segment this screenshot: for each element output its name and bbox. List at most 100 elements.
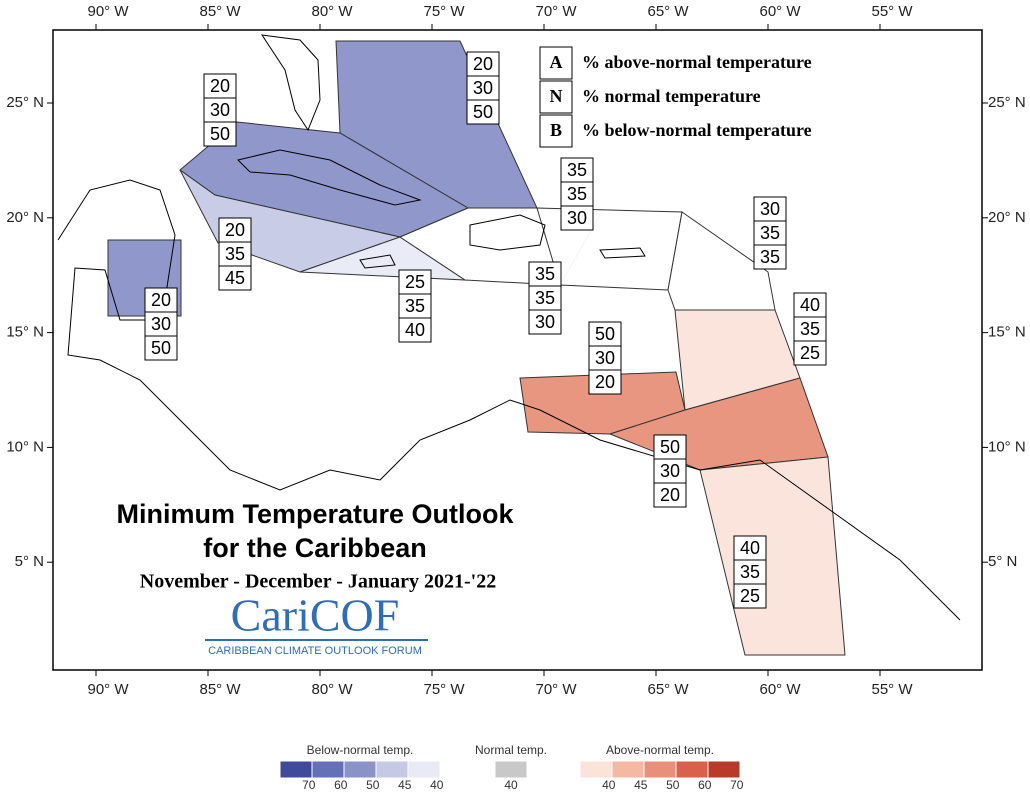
prob-value: 35	[567, 160, 587, 180]
prob-value: 35	[535, 264, 555, 284]
colorbar-swatch	[343, 760, 377, 779]
coastlines	[57, 34, 961, 621]
puerto-rico	[599, 247, 646, 259]
lon-label: 85° W	[199, 3, 241, 20]
colorbar-swatch	[279, 760, 313, 779]
lat-label: 15° N	[6, 324, 44, 341]
prob-value: 35	[740, 562, 760, 582]
lat-label: 15° N	[988, 324, 1026, 341]
prob-value: 20	[595, 372, 615, 392]
colorbar-swatch	[675, 760, 709, 779]
lon-label: 90° W	[87, 3, 129, 20]
colorbar-swatch	[579, 760, 613, 779]
prob-value: 50	[210, 124, 230, 144]
colorbar-tick: 40	[602, 778, 616, 791]
hispaniola	[469, 214, 546, 251]
florida	[260, 34, 321, 132]
lat-label: 5° N	[15, 553, 44, 570]
title-line: Minimum Temperature Outlook	[116, 499, 514, 529]
legend-key: B	[550, 120, 562, 140]
colorbar-swatch	[707, 760, 741, 779]
lat-label: 5° N	[988, 553, 1017, 570]
lon-label: 70° W	[535, 3, 577, 20]
prob-box	[144, 335, 178, 361]
legend-text: % normal temperature	[582, 86, 761, 106]
colorbar-swatch	[643, 760, 677, 779]
colorbar-tick: 60	[698, 778, 712, 791]
jamaica	[359, 254, 396, 269]
lon-label: 85° W	[199, 681, 241, 698]
prob-box	[466, 75, 500, 101]
prob-box	[753, 220, 787, 246]
lat-label: 10° N	[988, 438, 1026, 455]
prob-value: 50	[473, 102, 493, 122]
lat-label: 25° N	[6, 94, 44, 111]
lat-label: 10° N	[6, 438, 44, 455]
lon-label: 65° W	[647, 3, 689, 20]
prob-value: 25	[800, 343, 820, 363]
prob-box	[753, 244, 787, 270]
colorbar-swatch	[311, 760, 345, 779]
prob-box	[793, 340, 827, 366]
legend-key-box	[539, 114, 573, 148]
colorbar-tick: 40	[504, 778, 518, 791]
prob-box	[733, 583, 767, 609]
prob-box	[466, 99, 500, 125]
colorbar-tick: 40	[430, 778, 444, 791]
prob-value: 50	[151, 338, 171, 358]
logo-subtitle: CARIBBEAN CLIMATE OUTLOOK FORUM	[208, 645, 422, 657]
prob-box	[218, 265, 252, 291]
legend-text: % below-normal temperature	[582, 120, 812, 140]
colorbar-swatch	[611, 760, 645, 779]
prob-value: 45	[225, 268, 245, 288]
colorbar-title: Above-normal temp.	[606, 743, 714, 757]
colorbar-tick: 45	[634, 778, 648, 791]
colorbar-tick: 70	[302, 778, 316, 791]
prob-value: 50	[660, 437, 680, 457]
prob-value: 35	[760, 247, 780, 267]
prob-box	[588, 345, 622, 371]
prob-box	[144, 287, 178, 313]
prob-box	[653, 434, 687, 460]
colorbar-title: Normal temp.	[475, 743, 547, 757]
lat-label: 20° N	[6, 209, 44, 226]
prob-box	[733, 559, 767, 585]
logo: CariCOF	[231, 590, 400, 641]
prob-value: 20	[210, 76, 230, 96]
prob-value: 30	[210, 100, 230, 120]
prob-value: 40	[405, 320, 425, 340]
prob-box	[218, 241, 252, 267]
prob-box	[588, 369, 622, 395]
prob-box	[466, 51, 500, 77]
legend-key: N	[550, 86, 563, 106]
prob-value: 20	[473, 54, 493, 74]
legend-text: % above-normal temperature	[582, 52, 812, 72]
prob-box	[560, 205, 594, 231]
lon-label: 60° W	[759, 3, 801, 20]
colorbar-tick: 50	[666, 778, 680, 791]
prob-value: 35	[535, 288, 555, 308]
cuba	[237, 149, 422, 206]
prob-box	[528, 309, 562, 335]
lon-label: 80° W	[311, 681, 353, 698]
lat-label: 20° N	[988, 209, 1026, 226]
colorbar-swatch	[375, 760, 409, 779]
prob-value: 20	[660, 485, 680, 505]
lon-label: 90° W	[87, 681, 129, 698]
lon-label: 65° W	[647, 681, 689, 698]
prob-box	[398, 317, 432, 343]
prob-value: 20	[225, 220, 245, 240]
prob-value: 50	[595, 324, 615, 344]
colorbar: Below-normal temp. 70 60 50 45 40 Normal temp.…	[279, 743, 744, 792]
prob-value: 30	[535, 312, 555, 332]
prob-value: 35	[567, 184, 587, 204]
lon-label: 70° W	[535, 681, 577, 698]
lon-label: 55° W	[871, 681, 913, 698]
colorbar-tick: 45	[398, 778, 412, 791]
prob-value: 30	[473, 78, 493, 98]
prob-box	[203, 73, 237, 99]
prob-value: 30	[151, 314, 171, 334]
prob-box	[218, 217, 252, 243]
prob-box	[528, 261, 562, 287]
